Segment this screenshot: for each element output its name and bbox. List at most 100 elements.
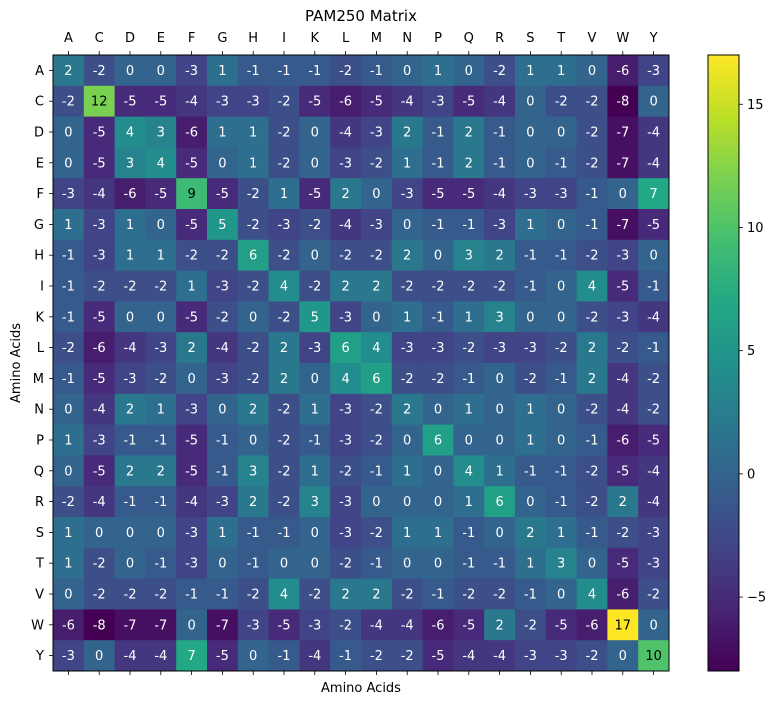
cell-value-R-P: 0 bbox=[434, 495, 442, 510]
x-tick-label: I bbox=[282, 31, 286, 46]
heatmap-cell-Y-V bbox=[576, 640, 608, 672]
cell-value-P-L: -3 bbox=[339, 434, 352, 449]
heatmap-cell-W-N bbox=[391, 609, 423, 641]
cell-value-G-D: 1 bbox=[126, 218, 134, 233]
y-axis-ticks: A C DE F G H IK L M N PQ R S T VW Y bbox=[31, 64, 53, 664]
cell-value-Q-Y: -4 bbox=[647, 464, 660, 479]
heatmap-cell-R-P bbox=[422, 486, 454, 518]
cell-value-L-C: -6 bbox=[93, 341, 106, 356]
heatmap-cell-W-W bbox=[607, 609, 639, 641]
heatmap-cell-R-N bbox=[391, 486, 423, 518]
heatmap-cell-V-T bbox=[545, 578, 577, 610]
cell-value-F-L: 2 bbox=[341, 187, 349, 202]
cell-value-G-M: -3 bbox=[370, 218, 383, 233]
cell-value-S-F: -3 bbox=[185, 526, 198, 541]
heatmap-cell-V-P bbox=[422, 578, 454, 610]
heatmap-cell-K-G bbox=[207, 301, 239, 333]
cell-value-F-D: -6 bbox=[124, 187, 137, 202]
heatmap-cell-R-G bbox=[207, 486, 239, 518]
heatmap-cell-H-E bbox=[145, 239, 177, 271]
heatmap-cells bbox=[53, 55, 670, 672]
heatmap-cell-H-I bbox=[268, 239, 300, 271]
heatmap-cell-H-V bbox=[576, 239, 608, 271]
heatmap-cell-A-Q bbox=[453, 55, 485, 87]
heatmap-cell-I-Y bbox=[638, 270, 670, 302]
cell-value-F-K: -5 bbox=[308, 187, 321, 202]
heatmap-cell-P-S bbox=[515, 424, 547, 456]
heatmap-cell-W-Q bbox=[453, 609, 485, 641]
cell-value-F-W: 0 bbox=[619, 187, 627, 202]
heatmap-cell-Q-F bbox=[176, 455, 208, 487]
heatmap-cell-A-F bbox=[176, 55, 208, 87]
y-tick-label: M bbox=[33, 372, 44, 387]
heatmap-cell-A-V bbox=[576, 55, 608, 87]
heatmap-cell-P-T bbox=[545, 424, 577, 456]
cell-value-H-S: -1 bbox=[524, 249, 537, 264]
cell-value-I-Q: -2 bbox=[462, 280, 475, 295]
cell-value-V-W: -6 bbox=[616, 588, 629, 603]
cell-value-C-P: -3 bbox=[432, 95, 445, 110]
cell-value-I-S: -1 bbox=[524, 280, 537, 295]
heatmap-cell-P-W bbox=[607, 424, 639, 456]
cell-value-M-F: 0 bbox=[187, 372, 195, 387]
heatmap-cell-F-R bbox=[484, 178, 516, 210]
heatmap-cell-W-T bbox=[545, 609, 577, 641]
cell-value-I-E: -2 bbox=[154, 280, 167, 295]
x-tick-label: Y bbox=[649, 31, 658, 46]
cell-value-N-Y: -2 bbox=[647, 403, 660, 418]
cell-value-Q-V: -2 bbox=[586, 464, 599, 479]
cell-value-P-Y: -5 bbox=[647, 434, 660, 449]
y-tick-label: V bbox=[35, 588, 44, 603]
cell-value-M-A: -1 bbox=[62, 372, 75, 387]
heatmap-cell-T-R bbox=[484, 547, 516, 579]
cell-value-T-F: -3 bbox=[185, 557, 198, 572]
heatmap-cell-D-L bbox=[330, 116, 362, 148]
heatmap-cell-Q-N bbox=[391, 455, 423, 487]
heatmap-cell-D-R bbox=[484, 116, 516, 148]
cell-value-K-F: -5 bbox=[185, 310, 198, 325]
cell-value-V-Q: -2 bbox=[462, 588, 475, 603]
heatmap-cell-H-M bbox=[361, 239, 393, 271]
cell-value-K-G: -2 bbox=[216, 310, 229, 325]
cell-value-W-P: -6 bbox=[432, 618, 445, 633]
heatmap-cell-E-K bbox=[299, 147, 331, 179]
cell-value-W-A: -6 bbox=[62, 618, 75, 633]
cell-value-N-H: 2 bbox=[249, 403, 257, 418]
heatmap-cell-L-S bbox=[515, 332, 547, 364]
cell-value-L-M: 4 bbox=[372, 341, 380, 356]
y-tick-label: R bbox=[35, 495, 44, 510]
heatmap-cell-K-I bbox=[268, 301, 300, 333]
cell-value-C-Y: 0 bbox=[649, 95, 657, 110]
cell-value-H-P: 0 bbox=[434, 249, 442, 264]
cell-value-L-L: 6 bbox=[341, 341, 349, 356]
heatmap-cell-S-W bbox=[607, 517, 639, 549]
heatmap-cell-Q-Q bbox=[453, 455, 485, 487]
cell-value-S-E: 0 bbox=[157, 526, 165, 541]
cell-value-E-E: 4 bbox=[157, 156, 165, 171]
cell-value-V-C: -2 bbox=[93, 588, 106, 603]
heatmap-cell-A-A bbox=[53, 55, 85, 87]
cell-value-W-W: 17 bbox=[615, 618, 632, 633]
heatmap-cell-F-M bbox=[361, 178, 393, 210]
heatmap-cell-E-P bbox=[422, 147, 454, 179]
heatmap-cell-R-A bbox=[53, 486, 85, 518]
cell-value-I-W: -5 bbox=[616, 280, 629, 295]
heatmap-cell-T-M bbox=[361, 547, 393, 579]
heatmap-cell-P-D bbox=[114, 424, 146, 456]
heatmap-cell-S-I bbox=[268, 517, 300, 549]
cell-value-P-Q: 0 bbox=[465, 434, 473, 449]
heatmap-cell-G-G bbox=[207, 209, 239, 241]
cell-value-F-V: -1 bbox=[586, 187, 599, 202]
cell-value-P-N: 0 bbox=[403, 434, 411, 449]
cell-value-N-Q: 1 bbox=[465, 403, 473, 418]
cell-value-L-E: -3 bbox=[154, 341, 167, 356]
cell-value-W-L: -2 bbox=[339, 618, 352, 633]
cell-value-L-N: -3 bbox=[401, 341, 414, 356]
heatmap-cell-M-D bbox=[114, 363, 146, 395]
heatmap-cell-I-N bbox=[391, 270, 423, 302]
cell-value-D-Y: -4 bbox=[647, 126, 660, 141]
heatmap-cell-P-L bbox=[330, 424, 362, 456]
heatmap-cell-Y-R bbox=[484, 640, 516, 672]
cell-value-Y-K: -4 bbox=[308, 649, 321, 664]
cell-value-T-H: -1 bbox=[247, 557, 260, 572]
